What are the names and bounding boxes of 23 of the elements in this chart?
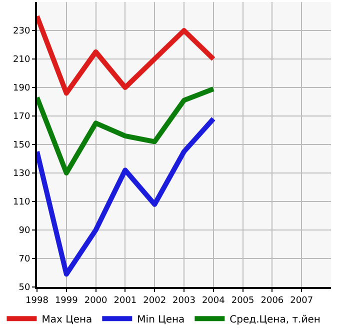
x-tick-label: 2006 [260,296,284,306]
y-tick-label: 130 [13,169,30,180]
x-tick-label: 1998 [26,296,49,306]
y-tick-label: 70 [18,254,30,265]
y-tick-label: 90 [18,226,30,236]
legend-label: Сред.Цена, т.йен [230,314,320,326]
x-tick-label: 2001 [114,296,137,306]
y-tick-label: 170 [13,112,30,122]
y-tick-label: 110 [13,198,30,208]
x-tick-label: 2003 [172,296,196,306]
x-tick-label: 2005 [231,296,254,306]
y-tick-label: 150 [13,140,30,151]
x-tick-label: 2000 [84,296,108,306]
y-tick-label: 230 [13,26,30,37]
x-tick-label: 1999 [54,296,78,306]
y-tick-label: 210 [13,55,30,66]
x-tick-label: 2004 [202,296,226,306]
legend-label: Min Цена [137,314,185,326]
y-tick-label: 190 [13,84,30,94]
x-tick-label: 2007 [290,296,314,306]
legend-label: Max Цена [42,314,92,326]
x-tick-label: 2002 [143,296,166,306]
y-tick-label: 50 [18,283,30,294]
